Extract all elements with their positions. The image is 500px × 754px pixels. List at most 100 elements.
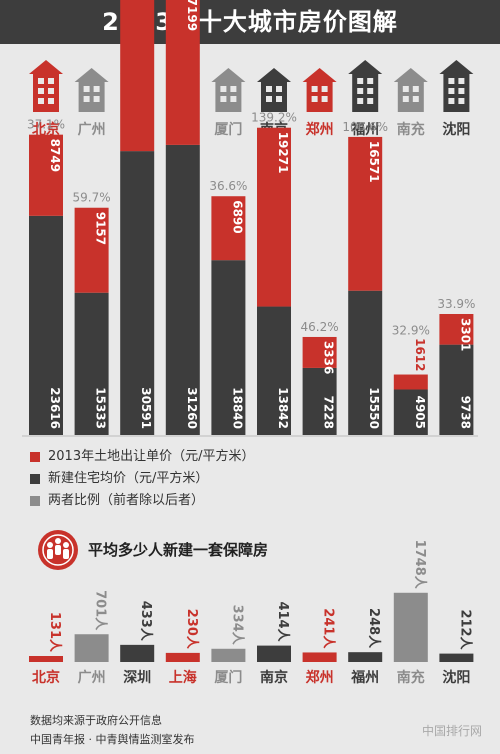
- label-house-price: 15550: [367, 387, 381, 429]
- city-label: 广州: [78, 669, 106, 686]
- bar-people-per-house: [120, 644, 155, 662]
- city-label: 郑州: [306, 669, 334, 686]
- label-people-per-house: 212人: [457, 609, 473, 650]
- city-label: 厦门: [214, 121, 242, 138]
- label-land-price: 3336: [322, 341, 336, 374]
- footer-source: 数据均来源于政府公开信息: [30, 714, 162, 727]
- legend-swatch-dark: [30, 474, 40, 484]
- bar-land-price: [439, 313, 474, 345]
- city-label: 上海: [169, 669, 197, 686]
- bar-house-price: [257, 306, 291, 435]
- bar-people-per-house: [211, 648, 246, 662]
- house-icon: [302, 68, 337, 112]
- label-people-per-house: 1748人: [412, 540, 428, 590]
- city-label: 南充: [397, 669, 425, 686]
- legend-label: 2013年土地出让单价（元/平方米）: [48, 449, 255, 464]
- city-label: 南京: [260, 669, 288, 686]
- city-label: 厦门: [214, 669, 242, 686]
- bar-land-price: [211, 196, 246, 261]
- bar-land-price: [348, 136, 383, 291]
- label-land-price: 8749: [48, 139, 62, 172]
- label-land-price: 1612: [413, 338, 427, 371]
- label-land-price: 16571: [367, 141, 381, 183]
- city-labels-bottom: 北京 广州 深圳 上海 厦门 南京 郑州 福州 南充 沈阳: [32, 669, 470, 686]
- house-icon: [439, 60, 474, 112]
- label-house-price: 23616: [48, 387, 62, 429]
- bar-people-per-house: [257, 645, 291, 662]
- label-ratio: 46.2%: [301, 320, 339, 334]
- label-house-price: 13842: [276, 387, 290, 429]
- bar-house-price: [393, 389, 428, 435]
- legend-label: 新建住宅均价（元/平方米）: [48, 471, 209, 486]
- label-house-price: 30591: [139, 387, 153, 429]
- people-icon: [38, 530, 78, 570]
- label-ratio: 106.6%: [342, 120, 388, 134]
- house-icon: [211, 68, 246, 112]
- label-ratio: 36.6%: [209, 179, 247, 193]
- house-icons: [29, 60, 474, 112]
- bar-people-per-house: [302, 652, 337, 662]
- bar-house-price: [211, 260, 246, 435]
- label-land-price: 3301: [458, 318, 472, 351]
- bars-bottom: 131人 701人 433人 230人 334人 414人 241人 248人 1748人 212…: [29, 540, 474, 662]
- label-land-price: 19271: [276, 132, 290, 174]
- house-icon: [257, 68, 291, 112]
- label-land-price: 17199: [185, 0, 199, 31]
- label-house-price: 15333: [94, 387, 108, 429]
- legend-swatch-gray: [30, 496, 40, 506]
- bar-house-price: [348, 290, 383, 435]
- bar-land-price: [120, 0, 155, 152]
- bar-people-per-house: [74, 634, 109, 662]
- label-people-per-house: 334人: [229, 605, 245, 646]
- house-icon: [74, 68, 109, 112]
- bar-house-price: [29, 215, 63, 435]
- bar-land-price: [302, 336, 337, 368]
- bar-land-price: [257, 127, 291, 307]
- bar-land-price: [29, 134, 63, 216]
- bar-land-price: [165, 0, 200, 145]
- city-label: 深圳: [123, 669, 151, 686]
- city-label: 广州: [78, 121, 106, 138]
- house-icon: [393, 68, 428, 112]
- label-house-price: 7228: [322, 396, 336, 429]
- bar-house-price: [74, 292, 109, 435]
- house-icon: [348, 60, 383, 112]
- label-ratio: 32.9%: [392, 324, 430, 338]
- label-house-price: 9738: [458, 396, 472, 429]
- bar-house-price: [120, 151, 155, 435]
- legend-swatch-red: [30, 452, 40, 462]
- label-house-price: 31260: [185, 387, 199, 429]
- label-people-per-house: 701人: [93, 590, 109, 631]
- label-ratio: 37.1%: [27, 118, 65, 132]
- bar-people-per-house: [165, 652, 200, 662]
- label-people-per-house: 241人: [321, 608, 337, 649]
- label-people-per-house: 414人: [275, 601, 291, 642]
- bar-people-per-house: [348, 652, 383, 662]
- bar-land-price: [393, 374, 428, 390]
- label-ratio: 59.7%: [73, 191, 111, 205]
- city-label: 南充: [397, 121, 425, 138]
- label-house-price: 18840: [230, 387, 244, 429]
- bar-people-per-house: [439, 653, 474, 662]
- label-land-price: 9157: [94, 212, 108, 245]
- label-ratio: 139.2%: [251, 111, 297, 125]
- label-people-per-house: 248人: [366, 608, 382, 649]
- bars-top: 23616874937.1%15333915759.7%305912932895…: [27, 0, 475, 435]
- house-icon: [29, 60, 63, 112]
- label-ratio: 33.9%: [437, 297, 475, 311]
- section2-title: 平均多少人新建一套保障房: [88, 541, 269, 559]
- label-land-price: 6890: [230, 200, 244, 233]
- label-people-per-house: 131人: [47, 612, 63, 653]
- bar-people-per-house: [393, 592, 428, 662]
- city-label: 福州: [350, 121, 379, 138]
- label-house-price: 4905: [413, 396, 427, 429]
- label-people-per-house: 230人: [184, 609, 200, 650]
- footer-publisher: 中国青年报 · 中青舆情监测室发布: [30, 733, 195, 746]
- bar-house-price: [439, 344, 474, 435]
- city-label: 沈阳: [442, 121, 470, 138]
- bar-land-price: [74, 207, 109, 293]
- city-label: 福州: [350, 669, 379, 686]
- city-label: 北京: [32, 121, 60, 138]
- bar-house-price: [165, 144, 200, 435]
- city-label: 北京: [32, 669, 60, 686]
